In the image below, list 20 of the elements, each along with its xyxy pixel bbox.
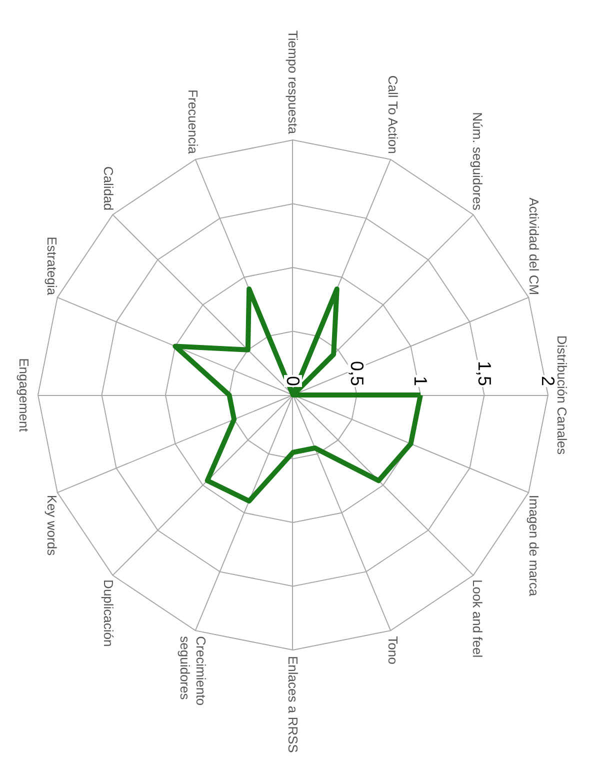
spoke-label: Call To Action — [385, 75, 400, 154]
spoke-label: Enlaces a RRSS — [286, 656, 300, 754]
spoke-label: Calidad — [100, 166, 116, 210]
spoke-label: Duplicación — [100, 580, 116, 647]
spoke-label: Key words — [44, 494, 60, 556]
y-tick-label: 0,5 — [346, 360, 367, 386]
spoke-label: Crecimiento seguidores — [178, 636, 209, 706]
spoke-label: Núm. seguidores — [470, 112, 486, 211]
y-tick-label: 1,5 — [474, 360, 494, 386]
spoke-label: Tiempo respuesta — [286, 30, 300, 135]
y-tick-label: 2 — [538, 376, 558, 386]
y-tick-label: 1 — [410, 376, 430, 386]
spoke-label: Imagen de marca — [526, 494, 542, 597]
spoke-label: Frecuencia — [186, 90, 201, 155]
spoke-label: Tono — [385, 636, 400, 664]
spoke-label: Look and feel — [470, 580, 486, 658]
y-tick-label: 0 — [283, 376, 303, 386]
spoke-label: Estrategia — [44, 236, 60, 296]
spoke-label: Actividad del CM — [526, 198, 542, 296]
spoke-label: Engagement — [16, 358, 32, 432]
